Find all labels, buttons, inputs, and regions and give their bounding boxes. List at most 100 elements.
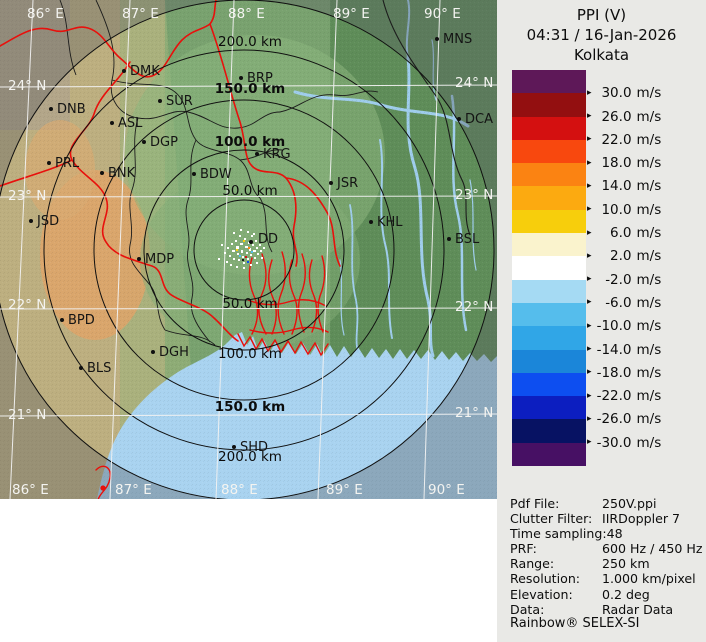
legend-unit: m/s: [636, 364, 662, 381]
lon-label: 86° E: [12, 482, 49, 498]
legend-tick-icon: ▸: [587, 180, 592, 191]
legend-row: ▸ 2.0 m/s: [587, 245, 705, 268]
station-label: SHD: [240, 440, 268, 455]
legend-value: -22.0: [596, 388, 632, 405]
legend-block: [512, 349, 586, 373]
lat-label: 22° N: [8, 297, 46, 313]
info-row: Range: 250 km: [510, 556, 704, 571]
legend-unit: m/s: [636, 271, 662, 288]
legend-block: [512, 116, 586, 140]
station-label: ASL: [118, 116, 143, 131]
legend-row: ▸ -14.0 m/s: [587, 338, 705, 361]
legend-value: -18.0: [596, 364, 632, 381]
legend-unit: m/s: [636, 434, 662, 451]
legend-tick-icon: ▸: [587, 413, 592, 424]
info-row: Elevation: 0.2 deg: [510, 587, 704, 602]
station-label: KRG: [263, 147, 291, 162]
lat-label: 22° N: [455, 299, 493, 315]
station-label: JSD: [36, 214, 59, 229]
legend-row: ▸ -30.0 m/s: [587, 431, 705, 454]
lon-label: 87° E: [122, 6, 159, 22]
info-label: Elevation:: [510, 586, 573, 602]
info-value: Radar Data: [602, 601, 674, 617]
legend-tick-icon: ▸: [587, 111, 592, 122]
legend-tick-icon: ▸: [587, 320, 592, 331]
radar-echo-cluster: [218, 229, 265, 269]
info-row: Pdf File: 250V.ppi: [510, 496, 704, 511]
legend-block: [512, 233, 586, 257]
legend-block: [512, 139, 586, 164]
info-row: Resolution: 1.000 km/pixel: [510, 571, 704, 586]
info-value: 600 Hz / 450 Hz: [602, 541, 703, 557]
station-label: DD: [258, 232, 278, 247]
legend-row: ▸ -2.0 m/s: [587, 268, 705, 291]
side-panel: PPI (V) 04:31 / 16-Jan-2026 Kolkata ▸ 30.…: [497, 0, 706, 642]
legend-value: 26.0: [601, 108, 632, 125]
legend-value: 14.0: [601, 178, 632, 195]
legend-block: [512, 186, 586, 210]
legend-value: -30.0: [596, 434, 632, 451]
lon-label: 87° E: [115, 482, 152, 498]
legend-row: ▸ -6.0 m/s: [587, 291, 705, 314]
info-value: 48: [606, 526, 623, 542]
ring-label: 50.0 km: [222, 183, 277, 199]
legend-block: [512, 372, 586, 397]
scan-info-list: Pdf File: 250V.ppi Clutter Filter: IIRDopp…: [510, 496, 704, 617]
legend-block: [512, 302, 586, 327]
legend-tick-icon: ▸: [587, 87, 592, 98]
range-ring-labels: 200.0 km 150.0 km 100.0 km 50.0 km 50.0 …: [215, 34, 285, 465]
legend-value: -2.0: [605, 271, 632, 288]
legend-block: [512, 256, 586, 280]
info-row: Clutter Filter: IIRDoppler 7: [510, 511, 704, 526]
legend-unit: m/s: [636, 178, 662, 195]
legend-row: ▸ -22.0 m/s: [587, 384, 705, 407]
legend-tick-icon: ▸: [587, 274, 592, 285]
legend-block: [512, 419, 586, 443]
info-value: 250V.ppi: [602, 496, 657, 511]
legend-block: [512, 93, 586, 117]
info-label: Pdf File:: [510, 496, 560, 511]
radar-map[interactable]: 200.0 km 150.0 km 100.0 km 50.0 km 50.0 …: [0, 0, 497, 499]
legend-block: [512, 209, 586, 234]
lon-label: 86° E: [27, 6, 64, 22]
legend-row: ▸ 26.0 m/s: [587, 105, 705, 128]
legend-value: -14.0: [596, 341, 632, 358]
station-label: BLS: [87, 361, 111, 376]
legend-row: ▸ 18.0 m/s: [587, 151, 705, 174]
legend-unit: m/s: [636, 411, 662, 428]
legend-block: [512, 442, 586, 467]
info-label: Clutter Filter:: [510, 511, 593, 527]
lat-label: 24° N: [8, 78, 46, 94]
station-label: SUR: [166, 94, 193, 109]
legend-unit: m/s: [636, 131, 662, 148]
legend-value: 18.0: [601, 155, 632, 172]
info-value: 0.2 deg: [602, 586, 650, 602]
lon-label: 89° E: [326, 482, 363, 498]
station-label: MNS: [443, 32, 472, 47]
legend-row: ▸ 10.0 m/s: [587, 198, 705, 221]
legend-tick-icon: ▸: [587, 437, 592, 448]
legend-row: ▸ 22.0 m/s: [587, 128, 705, 151]
legend-unit: m/s: [636, 248, 662, 265]
range-rings: [0, 0, 495, 499]
legend-tick-icon: ▸: [587, 390, 592, 401]
lon-label: 90° E: [424, 6, 461, 22]
legend-unit: m/s: [636, 388, 662, 405]
info-value: 1.000 km/pixel: [602, 571, 696, 587]
legend-unit: m/s: [636, 155, 662, 172]
lon-label: 88° E: [221, 482, 258, 498]
lat-label: 23° N: [8, 188, 46, 204]
legend-block: [512, 279, 586, 303]
legend-unit: m/s: [636, 318, 662, 335]
station-label: BDW: [200, 167, 232, 182]
lat-label: 24° N: [455, 75, 493, 91]
station-label: BSL: [455, 232, 480, 247]
legend-tick-icon: ▸: [587, 250, 592, 261]
legend-value: 10.0: [601, 201, 632, 218]
latlon-grid: [0, 0, 497, 499]
legend-unit: m/s: [636, 225, 662, 242]
legend-unit: m/s: [636, 201, 662, 218]
info-label: Data:: [510, 601, 545, 617]
title-block: PPI (V) 04:31 / 16-Jan-2026 Kolkata: [497, 5, 706, 65]
legend-row: ▸ 30.0 m/s: [587, 82, 705, 105]
